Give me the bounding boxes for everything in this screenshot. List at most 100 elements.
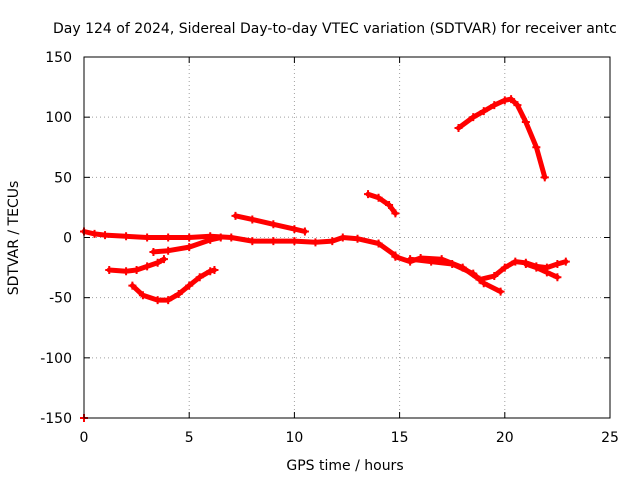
y-tick-label: -50 — [49, 291, 72, 307]
data-point — [248, 237, 257, 246]
data-point — [364, 190, 373, 199]
data-point — [513, 101, 522, 110]
data-point — [290, 237, 299, 246]
data-point — [164, 296, 173, 305]
data-point — [122, 267, 131, 276]
data-point — [210, 265, 219, 274]
series-line — [523, 261, 560, 280]
data-point — [300, 227, 309, 236]
series-arc-1 — [80, 227, 400, 260]
data-point — [195, 273, 204, 282]
data-point — [374, 239, 383, 248]
data-point — [391, 252, 400, 261]
data-point — [311, 238, 320, 247]
data-point — [454, 123, 463, 132]
data-point — [269, 220, 278, 229]
data-point — [153, 296, 162, 305]
data-point — [143, 262, 152, 271]
series-arc-3 — [406, 255, 505, 296]
data-point — [153, 258, 162, 267]
data-point — [138, 291, 147, 300]
data-point — [507, 95, 516, 104]
data-point — [328, 237, 337, 246]
y-tick-label: 100 — [45, 110, 72, 126]
data-point — [374, 193, 383, 202]
data-point — [248, 215, 257, 224]
data-point — [521, 259, 530, 268]
data-point — [269, 237, 278, 246]
series-arc-4 — [521, 259, 562, 282]
data-point — [500, 96, 509, 105]
data-point — [542, 268, 551, 277]
data-point — [206, 235, 215, 244]
data-point — [385, 201, 394, 210]
data-point — [469, 113, 478, 122]
data-point — [561, 257, 570, 266]
x-tick-label: 5 — [185, 430, 194, 446]
data-point — [101, 231, 110, 240]
data-point — [132, 265, 141, 274]
data-point — [540, 173, 549, 182]
data-point — [406, 255, 415, 264]
series-line — [365, 191, 398, 216]
data-point — [216, 233, 225, 242]
series-arc-7 — [149, 233, 225, 256]
data-point — [490, 272, 499, 281]
data-point — [532, 263, 541, 272]
series-arc-5 — [105, 255, 168, 276]
data-point — [338, 233, 347, 242]
y-tick-label: -100 — [40, 351, 72, 367]
x-tick-label: 15 — [391, 430, 409, 446]
data-point — [90, 229, 99, 238]
series-line — [456, 96, 548, 180]
data-layer — [80, 95, 570, 422]
series-arc-6 — [128, 265, 219, 305]
data-point — [159, 255, 168, 264]
data-point — [231, 211, 240, 220]
data-point — [290, 225, 299, 234]
data-point — [511, 257, 520, 266]
data-point — [391, 209, 400, 218]
data-point — [353, 234, 362, 243]
series-arc-8 — [231, 211, 309, 236]
y-tick-label: 50 — [54, 170, 72, 186]
data-point — [164, 233, 173, 242]
data-point — [427, 257, 436, 266]
y-tick-label: -150 — [40, 411, 72, 427]
y-tick-label: 0 — [63, 231, 72, 247]
data-point — [479, 279, 488, 288]
data-point — [227, 233, 236, 242]
data-point — [185, 233, 194, 242]
data-point — [105, 265, 114, 274]
series-line — [81, 229, 398, 258]
x-axis-label: GPS time / hours — [286, 458, 403, 474]
chart-title: Day 124 of 2024, Sidereal Day-to-day VTE… — [53, 21, 617, 37]
data-point — [206, 267, 215, 276]
data-point — [500, 263, 509, 272]
data-point — [448, 259, 457, 268]
data-point — [143, 233, 152, 242]
data-point — [128, 281, 137, 290]
data-point — [532, 143, 541, 152]
tick-layer: 0 5 10 15 20 25 -150 -100 -50 0 50 100 150 — [40, 50, 619, 446]
series-arc-10 — [454, 95, 549, 182]
x-tick-label: 10 — [285, 430, 303, 446]
data-point — [149, 247, 158, 256]
data-point — [469, 269, 478, 278]
x-tick-label: 20 — [496, 430, 514, 446]
x-tick-label: 0 — [80, 430, 89, 446]
data-point — [185, 243, 194, 252]
data-point — [185, 281, 194, 290]
data-point — [553, 259, 562, 268]
y-tick-label: 150 — [45, 50, 72, 66]
y-axis-label: SDTVAR / TECUs — [6, 181, 22, 296]
data-point — [164, 246, 173, 255]
x-tick-label: 25 — [601, 430, 619, 446]
data-point — [496, 287, 505, 296]
series-arc-9 — [364, 190, 400, 218]
data-point — [122, 232, 131, 241]
data-point — [553, 273, 562, 282]
data-point — [490, 101, 499, 110]
data-point — [521, 117, 530, 126]
